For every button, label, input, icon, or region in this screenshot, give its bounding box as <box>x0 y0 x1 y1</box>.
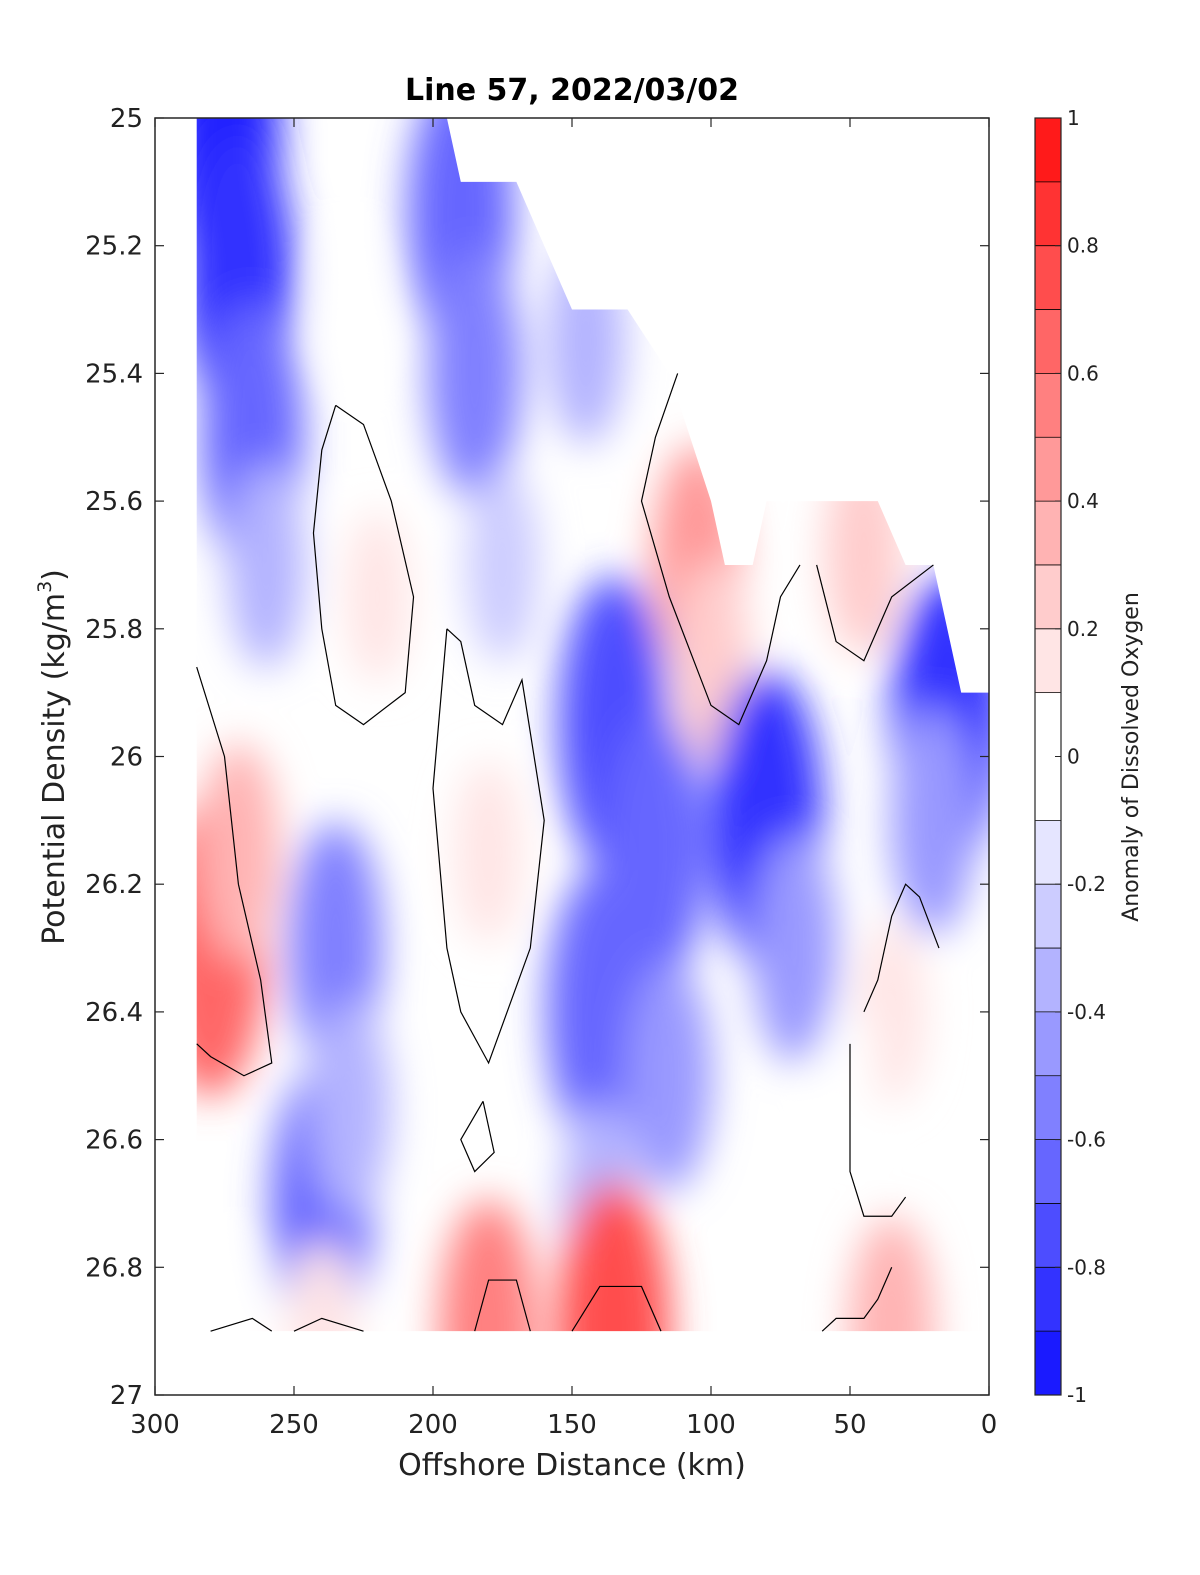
colorbar-segment <box>1035 181 1061 247</box>
y-tick-label: 25.6 <box>85 487 143 517</box>
y-axis-label-main: Potential Density (kg/m <box>37 593 72 945</box>
zero-contour <box>293 1317 364 1332</box>
colorbar-segment <box>1035 628 1061 694</box>
x-tick-label: 200 <box>408 1410 458 1440</box>
x-tick-label: 150 <box>547 1410 597 1440</box>
x-tick-label: 0 <box>981 1410 998 1440</box>
y-tick-label: 26.8 <box>85 1253 143 1283</box>
zero-contour <box>863 883 940 1013</box>
y-tick-label: 26.2 <box>85 870 143 900</box>
colorbar-segment <box>1035 884 1061 949</box>
colorbar-label: Anomaly of Dissolved Oxygen <box>1119 592 1144 922</box>
anomaly-feature <box>466 466 539 663</box>
x-axis-label: Offshore Distance (km) <box>398 1448 746 1483</box>
colorbar-tick-label: -1 <box>1067 1383 1087 1407</box>
colorbar-segment <box>1035 437 1061 502</box>
zero-contour-lines <box>196 373 940 1332</box>
zero-contour <box>849 1043 907 1217</box>
zero-contour <box>474 1279 531 1332</box>
colorbar-segment <box>1035 564 1061 630</box>
anomaly-feature <box>454 759 523 945</box>
colorbar-segment <box>1035 309 1061 374</box>
anomaly-feature <box>427 247 522 500</box>
colorbar-tick-label: -0.8 <box>1067 1255 1106 1279</box>
anomaly-feature <box>197 743 280 962</box>
colorbar-segment <box>1035 820 1061 885</box>
x-tick-label: 100 <box>686 1410 736 1440</box>
x-tick-label: 300 <box>130 1410 180 1440</box>
zero-contour <box>432 628 545 1065</box>
x-tick-label: 250 <box>269 1410 319 1440</box>
zero-contour <box>312 404 415 726</box>
colorbar-segment <box>1035 1331 1061 1396</box>
zero-contour <box>210 1317 273 1332</box>
anomaly-feature <box>626 960 713 1191</box>
y-axis-label-sup: 3 <box>34 581 56 593</box>
anomaly-feature <box>227 461 305 669</box>
colorbar-segment <box>1035 1075 1061 1141</box>
zero-contour <box>196 666 273 1077</box>
colorbar-tick-label: 0 <box>1067 745 1080 769</box>
y-tick-label: 27 <box>110 1381 143 1411</box>
anomaly-feature <box>287 1238 357 1332</box>
colorbar-segment <box>1035 501 1061 566</box>
colorbar-segment <box>1035 373 1061 438</box>
anomaly-feature <box>439 1199 538 1332</box>
y-tick-label: 25 <box>110 104 143 134</box>
anomaly-feature <box>890 705 977 936</box>
anomaly-feature <box>751 833 838 1063</box>
x-tick-label: 50 <box>833 1410 866 1440</box>
y-tick-label: 26.6 <box>85 1126 143 1156</box>
colorbar-tick-label: 0.4 <box>1067 489 1099 513</box>
x-axis-ticks: 300 250 200 150 100 50 0 <box>130 118 997 1440</box>
colorbar-segment <box>1035 1203 1061 1268</box>
anomaly-feature <box>345 510 410 684</box>
colorbar-tick-label: 0.6 <box>1067 361 1099 385</box>
y-axis-label: Potential Density (kg/m3) <box>34 569 72 945</box>
y-tick-label: 25.4 <box>85 359 143 389</box>
chart-title: Line 57, 2022/03/02 <box>405 73 739 108</box>
colorbar-segment <box>1035 245 1061 311</box>
colorbar-segment <box>1035 118 1061 183</box>
anomaly-feature <box>323 239 376 380</box>
zero-contour <box>460 1100 495 1173</box>
anomaly-feature <box>308 998 391 1217</box>
anomaly-feature <box>208 1249 269 1332</box>
zero-contour <box>821 1267 893 1332</box>
colorbar: 1 0.8 0.6 0.4 0.2 0 -0.2 -0.4 -0.6 -0.8 -1 <box>1034 106 1106 1407</box>
colorbar-segment <box>1035 1267 1061 1332</box>
colorbar-tick-label: -0.2 <box>1067 872 1106 896</box>
colorbar-tick-label: 0.8 <box>1067 234 1099 258</box>
zero-contour <box>816 564 934 662</box>
colorbar-segment <box>1035 948 1061 1013</box>
y-tick-label: 25.8 <box>85 615 143 645</box>
y-tick-label: 26 <box>110 743 143 773</box>
colorbar-tick-label: -0.6 <box>1067 1128 1106 1152</box>
colorbar-tick-label: -0.4 <box>1067 1000 1106 1024</box>
y-tick-label: 25.2 <box>85 232 143 262</box>
y-tick-label: 26.4 <box>85 998 143 1028</box>
colorbar-segment <box>1035 1011 1061 1077</box>
colorbar-segment <box>1035 1139 1061 1204</box>
zero-contour <box>571 1285 662 1332</box>
colorbar-tick-label: 1 <box>1067 106 1080 130</box>
anomaly-feature <box>557 1181 670 1332</box>
colorbar-tick-label: 0.2 <box>1067 617 1099 641</box>
y-axis-label-close: ) <box>37 569 72 581</box>
anomaly-feature <box>848 1216 935 1332</box>
y-axis-ticks: 25 25.2 25.4 25.6 25.8 26 26.2 26.4 26.6 26.8 27 <box>85 104 989 1411</box>
zero-contour <box>640 373 801 726</box>
anomaly-feature <box>546 869 654 1155</box>
